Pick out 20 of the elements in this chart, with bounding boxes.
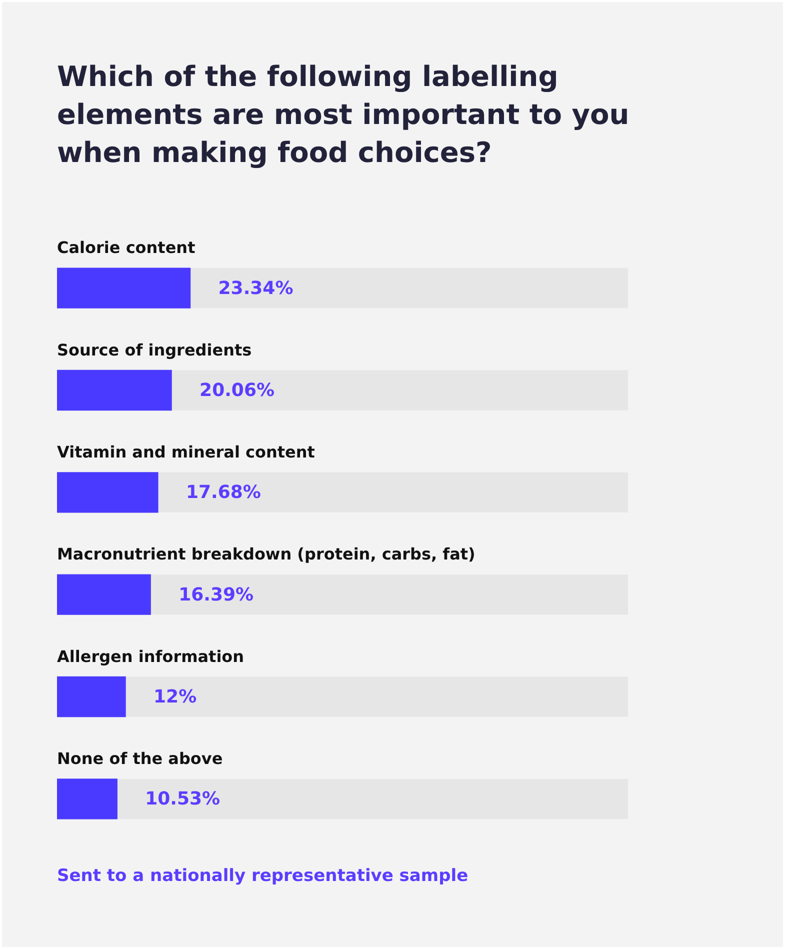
data-label: 20.06% <box>200 380 275 401</box>
y-tick-label: Vitamin and mineral content <box>57 442 316 462</box>
y-tick-label: Calorie content <box>57 238 196 258</box>
bar <box>57 472 158 513</box>
chart-title: Which of the following labelling elements are most important to you when making food choices? <box>57 59 630 171</box>
bar <box>57 574 151 615</box>
y-tick-label: None of the above <box>57 748 223 768</box>
data-label: 23.34% <box>218 278 294 299</box>
bar <box>57 268 191 308</box>
y-tick-label: Allergen information <box>57 646 244 666</box>
data-label: 17.68% <box>186 482 261 504</box>
data-label: 16.39% <box>178 584 254 606</box>
bar <box>57 778 118 820</box>
data-label: 10.53% <box>145 788 220 810</box>
y-tick-label: Macronutrient breakdown (protein, carbs, fat) <box>57 544 476 564</box>
text: Sent to a nationally representative sample <box>57 866 468 886</box>
data-label: 12% <box>154 686 197 708</box>
bar <box>57 370 172 411</box>
y-tick-label: Source of ingredients <box>57 340 252 360</box>
bar <box>57 676 126 718</box>
